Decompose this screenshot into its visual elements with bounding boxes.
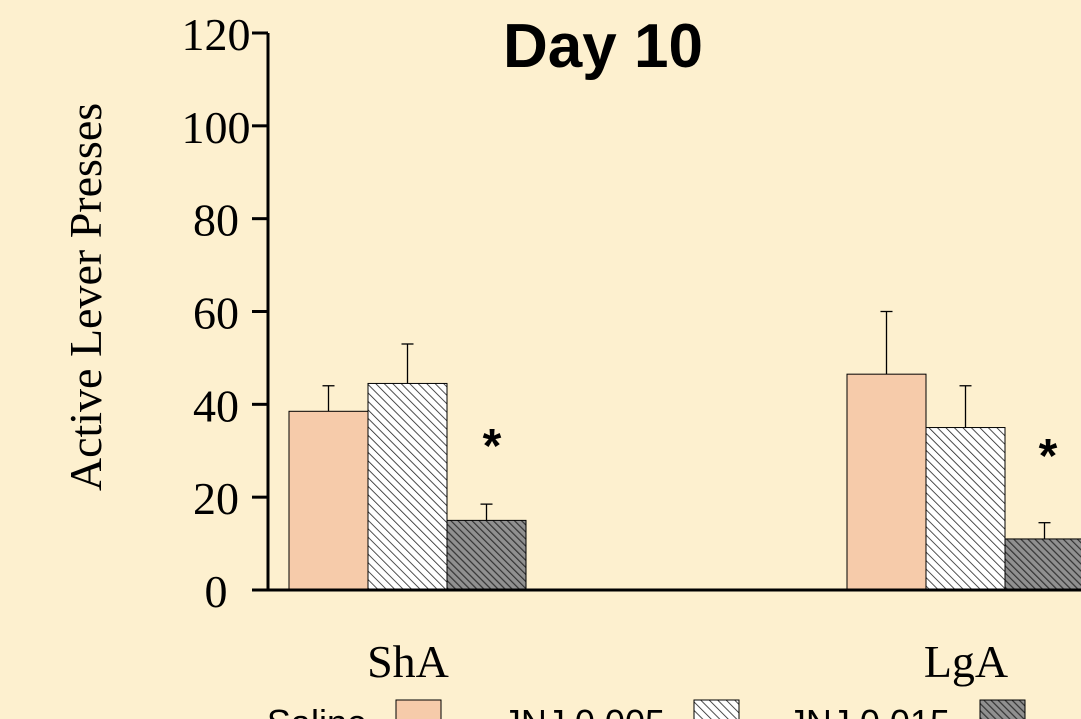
y-tick-label: 60 bbox=[193, 288, 239, 339]
y-axis-label: Active Lever Presses bbox=[60, 103, 111, 491]
y-tick-label: 40 bbox=[193, 380, 239, 431]
y-tick-label: 0 bbox=[205, 566, 228, 617]
significance-marker: * bbox=[1039, 430, 1058, 483]
chart-title: Day 10 bbox=[503, 12, 703, 81]
bar-sha-0 bbox=[288, 410, 369, 591]
y-tick-label: 120 bbox=[182, 9, 251, 60]
y-tick-label: 100 bbox=[182, 102, 251, 153]
y-tick-label: 20 bbox=[193, 473, 239, 524]
legend-swatch-1 bbox=[693, 699, 740, 719]
bar-sha-2 bbox=[446, 519, 527, 591]
bar-lga-2 bbox=[1004, 538, 1081, 591]
category-label-lga: LgA bbox=[924, 636, 1008, 687]
legend-label-1: JNJ 0.005 bbox=[503, 702, 665, 719]
bar-lga-1 bbox=[925, 427, 1006, 591]
legend-label-0: Saline bbox=[267, 702, 367, 719]
legend-swatch-2 bbox=[979, 699, 1026, 719]
bars-layer bbox=[288, 310, 1081, 719]
significance-marker: * bbox=[483, 420, 502, 473]
axes-layer bbox=[252, 31, 1081, 592]
legend-label-2: JNJ 0.015 bbox=[788, 702, 950, 719]
y-tick-label: 80 bbox=[193, 195, 239, 246]
bar-lga-0 bbox=[846, 373, 927, 591]
legend-swatch-0 bbox=[395, 699, 442, 719]
text-layer: 0 20 40 60 80 100 120 Active Lever Presses Day 1… bbox=[60, 9, 1058, 719]
category-label-sha: ShA bbox=[367, 636, 449, 687]
bar-sha-1 bbox=[367, 382, 448, 591]
